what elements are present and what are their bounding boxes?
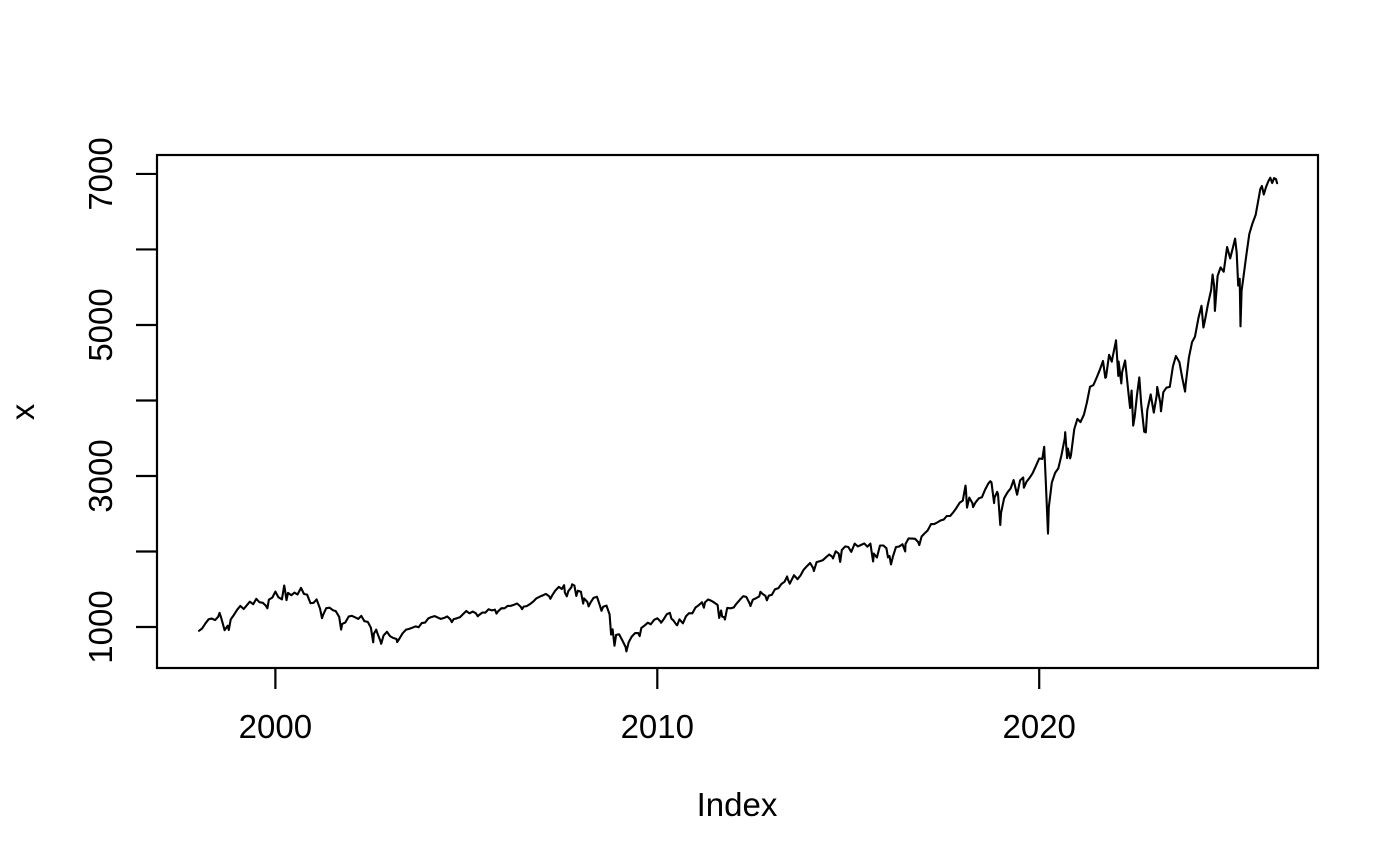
y-tick-label: 5000 [82, 288, 119, 361]
x-tick-label: 2020 [1002, 708, 1075, 745]
y-tick-label: 1000 [82, 590, 119, 663]
plot-area-border [155, 153, 1320, 670]
x-axis-title: Index [697, 786, 778, 823]
x-tick-label: 2010 [621, 708, 694, 745]
x-axis-ticks: 2000 2010 2020 [239, 669, 1076, 745]
x-tick-label: 2000 [239, 708, 312, 745]
y-tick-label: 7000 [82, 137, 119, 210]
y-tick-label: 3000 [82, 439, 119, 512]
series-line [197, 176, 1279, 653]
y-axis-title: x [4, 403, 41, 420]
y-axis-ticks: 1000 3000 5000 7000 [82, 137, 156, 664]
